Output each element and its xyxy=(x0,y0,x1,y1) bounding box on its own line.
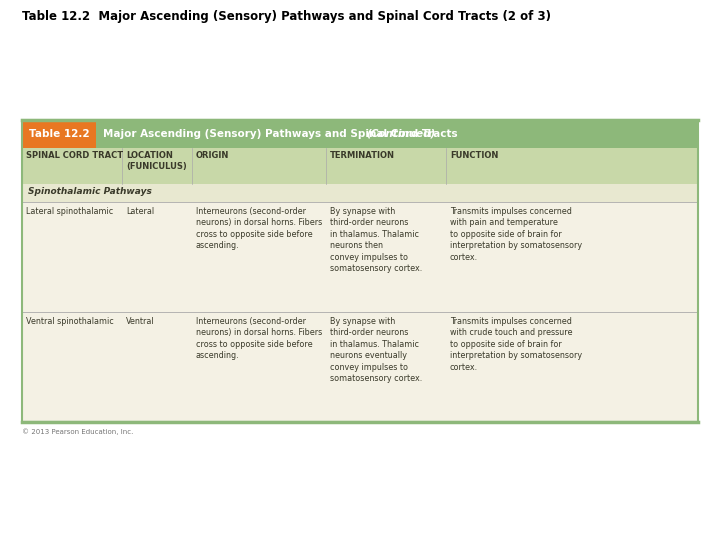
Text: By synapse with
third-order neurons
in thalamus. Thalamic
neurons eventually
con: By synapse with third-order neurons in t… xyxy=(330,317,422,383)
Text: SPINAL CORD TRACT: SPINAL CORD TRACT xyxy=(26,151,123,160)
Text: FUNCTION: FUNCTION xyxy=(450,151,498,160)
Text: Lateral: Lateral xyxy=(126,207,154,216)
Text: Table 12.2  Major Ascending (Sensory) Pathways and Spinal Cord Tracts (2 of 3): Table 12.2 Major Ascending (Sensory) Pat… xyxy=(22,10,551,23)
Text: Transmits impulses concerned
with crude touch and pressure
to opposite side of b: Transmits impulses concerned with crude … xyxy=(450,317,582,372)
Text: Table 12.2: Table 12.2 xyxy=(29,129,89,139)
Text: Major Ascending (Sensory) Pathways and Spinal Cord Tracts: Major Ascending (Sensory) Pathways and S… xyxy=(103,129,458,139)
Text: Ventral: Ventral xyxy=(126,317,155,326)
Bar xyxy=(22,184,698,202)
Bar xyxy=(22,312,698,422)
Text: Ventral spinothalamic: Ventral spinothalamic xyxy=(26,317,114,326)
Bar xyxy=(22,148,698,184)
Text: (Continued): (Continued) xyxy=(366,129,436,139)
Bar xyxy=(22,120,96,148)
Bar xyxy=(22,120,698,422)
Text: Lateral spinothalamic: Lateral spinothalamic xyxy=(26,207,113,216)
Text: Transmits impulses concerned
with pain and temperature
to opposite side of brain: Transmits impulses concerned with pain a… xyxy=(450,207,582,262)
Text: TERMINATION: TERMINATION xyxy=(330,151,395,160)
Bar xyxy=(22,202,698,312)
Bar xyxy=(96,120,698,148)
Text: Interneurons (second-order
neurons) in dorsal horns. Fibers
cross to opposite si: Interneurons (second-order neurons) in d… xyxy=(196,317,322,360)
Text: ORIGIN: ORIGIN xyxy=(196,151,229,160)
Text: © 2013 Pearson Education, Inc.: © 2013 Pearson Education, Inc. xyxy=(22,428,133,435)
Text: Spinothalamic Pathways: Spinothalamic Pathways xyxy=(28,187,152,196)
Text: LOCATION
(FUNICULUS): LOCATION (FUNICULUS) xyxy=(126,151,186,172)
Text: Interneurons (second-order
neurons) in dorsal horns. Fibers
cross to opposite si: Interneurons (second-order neurons) in d… xyxy=(196,207,322,251)
Text: By synapse with
third-order neurons
in thalamus. Thalamic
neurons then
convey im: By synapse with third-order neurons in t… xyxy=(330,207,422,273)
